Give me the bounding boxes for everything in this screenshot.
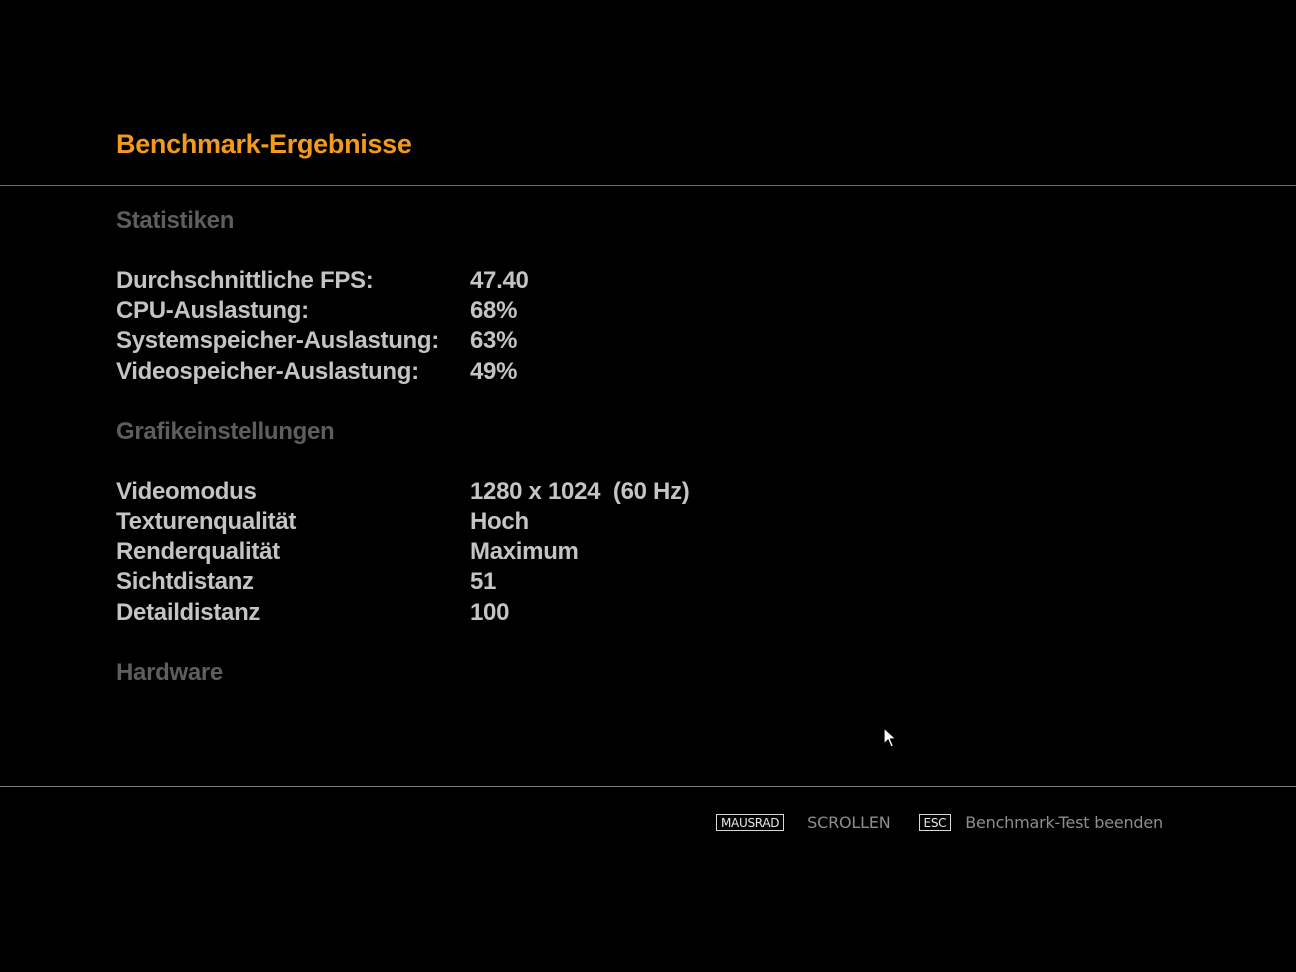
setting-label: Renderqualität (116, 538, 280, 566)
setting-label: Videomodus (116, 477, 257, 505)
stat-row-video-memory: Videospeicher-Auslastung: 49% (116, 357, 1016, 387)
header-divider (0, 185, 1296, 186)
setting-row-texture-quality: Texturenqualität Hoch (116, 507, 1016, 537)
stat-label: Systemspeicher-Auslastung: (116, 327, 439, 355)
setting-row-view-distance: Sichtdistanz 51 (116, 567, 1016, 597)
setting-value: 51 (470, 568, 497, 596)
section-heading-statistics: Statistiken (116, 207, 235, 234)
section-heading-graphics: Grafikeinstellungen (116, 417, 335, 445)
stat-row-avg-fps: Durchschnittliche FPS: 47.40 (116, 266, 1016, 296)
results-panel[interactable]: Statistiken Durchschnittliche FPS: 47.40… (116, 206, 1016, 688)
footer-divider (0, 786, 1296, 787)
stat-value: 47.40 (470, 267, 529, 294)
stat-label: Durchschnittliche FPS: (116, 267, 374, 294)
exit-benchmark-hint[interactable]: Benchmark-Test beenden (965, 812, 1163, 832)
setting-label: Sichtdistanz (116, 568, 254, 596)
mouse-pointer-icon (883, 727, 897, 748)
footer-hints: MAUSRAD SCROLLEN ESC Benchmark-Test been… (716, 811, 1163, 833)
scroll-hint[interactable]: SCROLLEN (807, 812, 891, 832)
mousewheel-key-badge[interactable]: MAUSRAD (716, 813, 785, 831)
stat-label: CPU-Auslastung: (116, 297, 309, 325)
setting-row-render-quality: Renderqualität Maximum (116, 537, 1016, 567)
stat-label: Videospeicher-Auslastung: (116, 357, 419, 385)
setting-row-detail-distance: Detaildistanz 100 (116, 598, 1016, 628)
setting-row-video-mode: Videomodus 1280 x 1024 (60 Hz) (116, 477, 1016, 507)
stat-row-system-memory: Systemspeicher-Auslastung: 63% (116, 326, 1016, 356)
setting-value: Hoch (470, 507, 529, 535)
setting-label: Detaildistanz (116, 598, 261, 626)
stat-value: 68% (470, 297, 518, 325)
setting-value: Maximum (470, 538, 579, 566)
setting-label: Texturenqualität (116, 507, 297, 535)
setting-value: 1280 x 1024 (60 Hz) (470, 477, 690, 505)
stat-row-cpu-usage: CPU-Auslastung: 68% (116, 296, 1016, 326)
stat-value: 49% (470, 357, 518, 385)
stat-value: 63% (470, 327, 518, 355)
setting-value: 100 (470, 598, 510, 626)
section-heading-hardware: Hardware (116, 658, 223, 686)
page-title: Benchmark-Ergebnisse (116, 129, 412, 159)
esc-key-badge[interactable]: ESC (918, 813, 952, 831)
